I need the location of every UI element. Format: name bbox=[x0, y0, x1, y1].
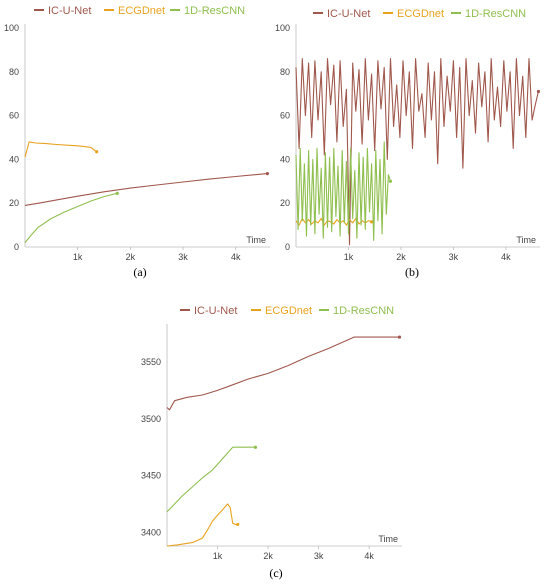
x-tick-label: 1k bbox=[73, 252, 83, 262]
chart-panel-3: 3400 3450 3500 3550 1k 2k 3k 4k Time IC-U-Net ECGD… bbox=[141, 305, 402, 580]
x-tick-label: 3k bbox=[178, 252, 188, 262]
series-end-marker-1d-rescnn bbox=[115, 191, 119, 195]
x-tick-label: 4k bbox=[501, 252, 511, 262]
panel-caption: (b) bbox=[405, 265, 419, 279]
series-line-1d-rescnn bbox=[166, 446, 256, 513]
y-tick-label: 3550 bbox=[141, 357, 161, 367]
x-tick-label: 2k bbox=[126, 252, 136, 262]
x-tick-label: 3k bbox=[449, 252, 459, 262]
chart-panel-1: 0 20 40 60 80 100 1k 2k 3k 4k Time IC-U-Net ECGDnet 1… bbox=[4, 5, 270, 279]
x-tick-label: 4k bbox=[231, 252, 241, 262]
x-axis-title: Time bbox=[378, 534, 398, 544]
x-tick-label: 2k bbox=[396, 252, 406, 262]
y-tick-label: 80 bbox=[280, 67, 290, 77]
y-tick-label: 60 bbox=[9, 111, 19, 121]
series-line-ecgdnet bbox=[295, 217, 372, 226]
x-axis-title: Time bbox=[516, 235, 536, 245]
series-end-marker-ecgdnet bbox=[236, 522, 240, 527]
series-end-marker-ic-u-net bbox=[265, 172, 269, 176]
y-tick-label: 3400 bbox=[141, 527, 161, 537]
legend-label-ic-u-net: IC-U-Net bbox=[48, 5, 91, 17]
series-line-1d-rescnn bbox=[295, 141, 392, 241]
y-tick-label: 80 bbox=[9, 67, 19, 77]
x-tick-label: 4k bbox=[364, 551, 374, 561]
x-tick-label: 2k bbox=[263, 551, 273, 561]
chart-panel-2: 0 20 40 60 80 100 1k 2k 3k 4k Time IC-U-Net ECGDnet 1… bbox=[275, 8, 541, 279]
x-tick-label: 3k bbox=[314, 551, 324, 561]
legend-label-ic-u-net: IC-U-Net bbox=[194, 305, 237, 317]
y-tick-label: 3500 bbox=[141, 414, 161, 424]
series-end-marker-ecgdnet bbox=[95, 150, 99, 154]
series-line-1d-rescnn bbox=[24, 192, 118, 243]
series-end-marker-ic-u-net bbox=[536, 89, 541, 94]
legend-label-ecgdnet: ECGDnet bbox=[265, 305, 312, 317]
x-axis-title: Time bbox=[246, 235, 266, 245]
y-tick-label: 0 bbox=[14, 242, 19, 252]
y-tick-label: 0 bbox=[285, 242, 290, 252]
x-tick-label: 1k bbox=[213, 551, 223, 561]
panel-caption: (a) bbox=[133, 265, 146, 279]
y-tick-label: 40 bbox=[9, 154, 19, 164]
y-tick-label: 3450 bbox=[141, 471, 161, 481]
series-end-marker-1d-rescnn bbox=[388, 179, 393, 183]
series-end-marker-1d-rescnn bbox=[253, 445, 258, 449]
legend-label-1d-rescnn: 1D-ResCNN bbox=[184, 5, 245, 17]
legend-label-1d-rescnn: 1D-ResCNN bbox=[465, 8, 526, 20]
series-line-ic-u-net bbox=[24, 173, 268, 206]
legend-label-ic-u-net: IC-U-Net bbox=[327, 8, 370, 20]
series-line-ecgdnet bbox=[166, 503, 238, 547]
y-tick-label: 20 bbox=[9, 198, 19, 208]
series-end-marker-ic-u-net bbox=[397, 335, 402, 339]
series-line-ic-u-net bbox=[166, 336, 400, 411]
x-tick-label: 1k bbox=[344, 252, 354, 262]
legend-label-1d-rescnn: 1D-ResCNN bbox=[333, 305, 394, 317]
y-tick-label: 100 bbox=[275, 23, 290, 33]
series-end-marker-ecgdnet bbox=[369, 220, 374, 224]
legend-label-ecgdnet: ECGDnet bbox=[118, 5, 165, 17]
y-tick-label: 20 bbox=[280, 198, 290, 208]
legend-label-ecgdnet: ECGDnet bbox=[397, 8, 444, 20]
y-tick-label: 40 bbox=[280, 154, 290, 164]
series-line-ic-u-net bbox=[295, 58, 539, 246]
panel-caption: (c) bbox=[269, 566, 282, 580]
series-line-ecgdnet bbox=[24, 141, 98, 158]
y-tick-label: 100 bbox=[4, 23, 19, 33]
y-tick-label: 60 bbox=[280, 111, 290, 121]
